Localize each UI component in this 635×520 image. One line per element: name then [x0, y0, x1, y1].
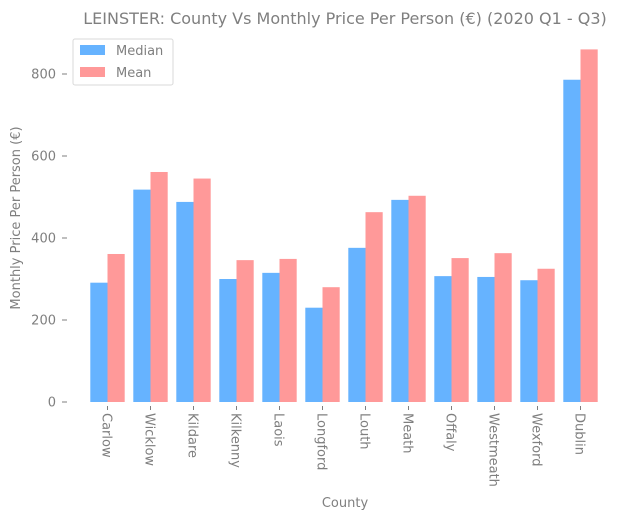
bar-mean-kildare: [193, 178, 211, 402]
x-tick-label: Offaly: [443, 413, 458, 452]
y-tick-label: 0: [48, 396, 56, 411]
bar-mean-longford: [322, 287, 340, 402]
bar-median-wicklow: [133, 189, 151, 402]
y-tick-label: 200: [31, 314, 56, 329]
bar-median-dublin: [563, 79, 581, 403]
x-tick-label: Kilkenny: [228, 413, 243, 468]
x-tick-label: Wicklow: [142, 413, 157, 466]
y-tick-label: 600: [31, 150, 56, 165]
bar-median-carlow: [90, 282, 108, 402]
bar-median-wexford: [520, 280, 538, 402]
legend-label-mean: Mean: [116, 66, 151, 81]
bar-mean-laois: [279, 258, 297, 402]
x-tick-label: Longford: [314, 413, 329, 470]
x-tick-label: Carlow: [99, 413, 114, 458]
bar-median-westmeath: [477, 276, 495, 402]
x-tick-label: Kildare: [185, 413, 200, 458]
x-tick-label: Louth: [357, 413, 372, 450]
x-tick-label: Laois: [271, 413, 286, 447]
y-tick-label: 400: [31, 232, 56, 247]
bar-mean-westmeath: [494, 253, 512, 402]
bar-mean-kilkenny: [236, 260, 254, 402]
bar-median-kilkenny: [219, 279, 237, 402]
x-tick-label: Dublin: [572, 413, 587, 455]
bar-mean-meath: [408, 195, 426, 402]
bar-mean-carlow: [107, 253, 125, 402]
bars: [90, 49, 598, 403]
bar-mean-louth: [365, 212, 383, 402]
y-axis-label: Monthly Price Per Person (€): [9, 126, 24, 309]
legend-label-median: Median: [116, 44, 163, 59]
bar-median-kildare: [176, 201, 194, 402]
x-tick-label: Wexford: [529, 413, 544, 466]
bar-median-meath: [391, 199, 409, 402]
bar-mean-dublin: [580, 49, 598, 403]
bar-median-louth: [348, 247, 366, 402]
bar-mean-wicklow: [150, 171, 168, 402]
x-axis-label: County: [322, 496, 369, 511]
bar-median-offaly: [434, 276, 452, 402]
x-axis: Carlow Wicklow Kildare Kilkenny Laois Longfor…: [99, 406, 587, 487]
legend-swatch-median: [80, 45, 105, 55]
bar-median-longford: [305, 307, 323, 402]
bar-mean-offaly: [451, 258, 469, 402]
bar-median-laois: [262, 272, 280, 402]
y-tick-label: 800: [31, 68, 56, 83]
legend-swatch-mean: [80, 67, 105, 77]
bar-mean-wexford: [537, 268, 555, 402]
y-axis: 0 200 400 600 800: [31, 68, 67, 411]
legend: Median Mean: [72, 38, 174, 86]
chart-title: LEINSTER: County Vs Monthly Price Per Pe…: [83, 9, 607, 28]
x-tick-label: Westmeath: [486, 413, 501, 487]
x-tick-label: Meath: [400, 413, 415, 454]
